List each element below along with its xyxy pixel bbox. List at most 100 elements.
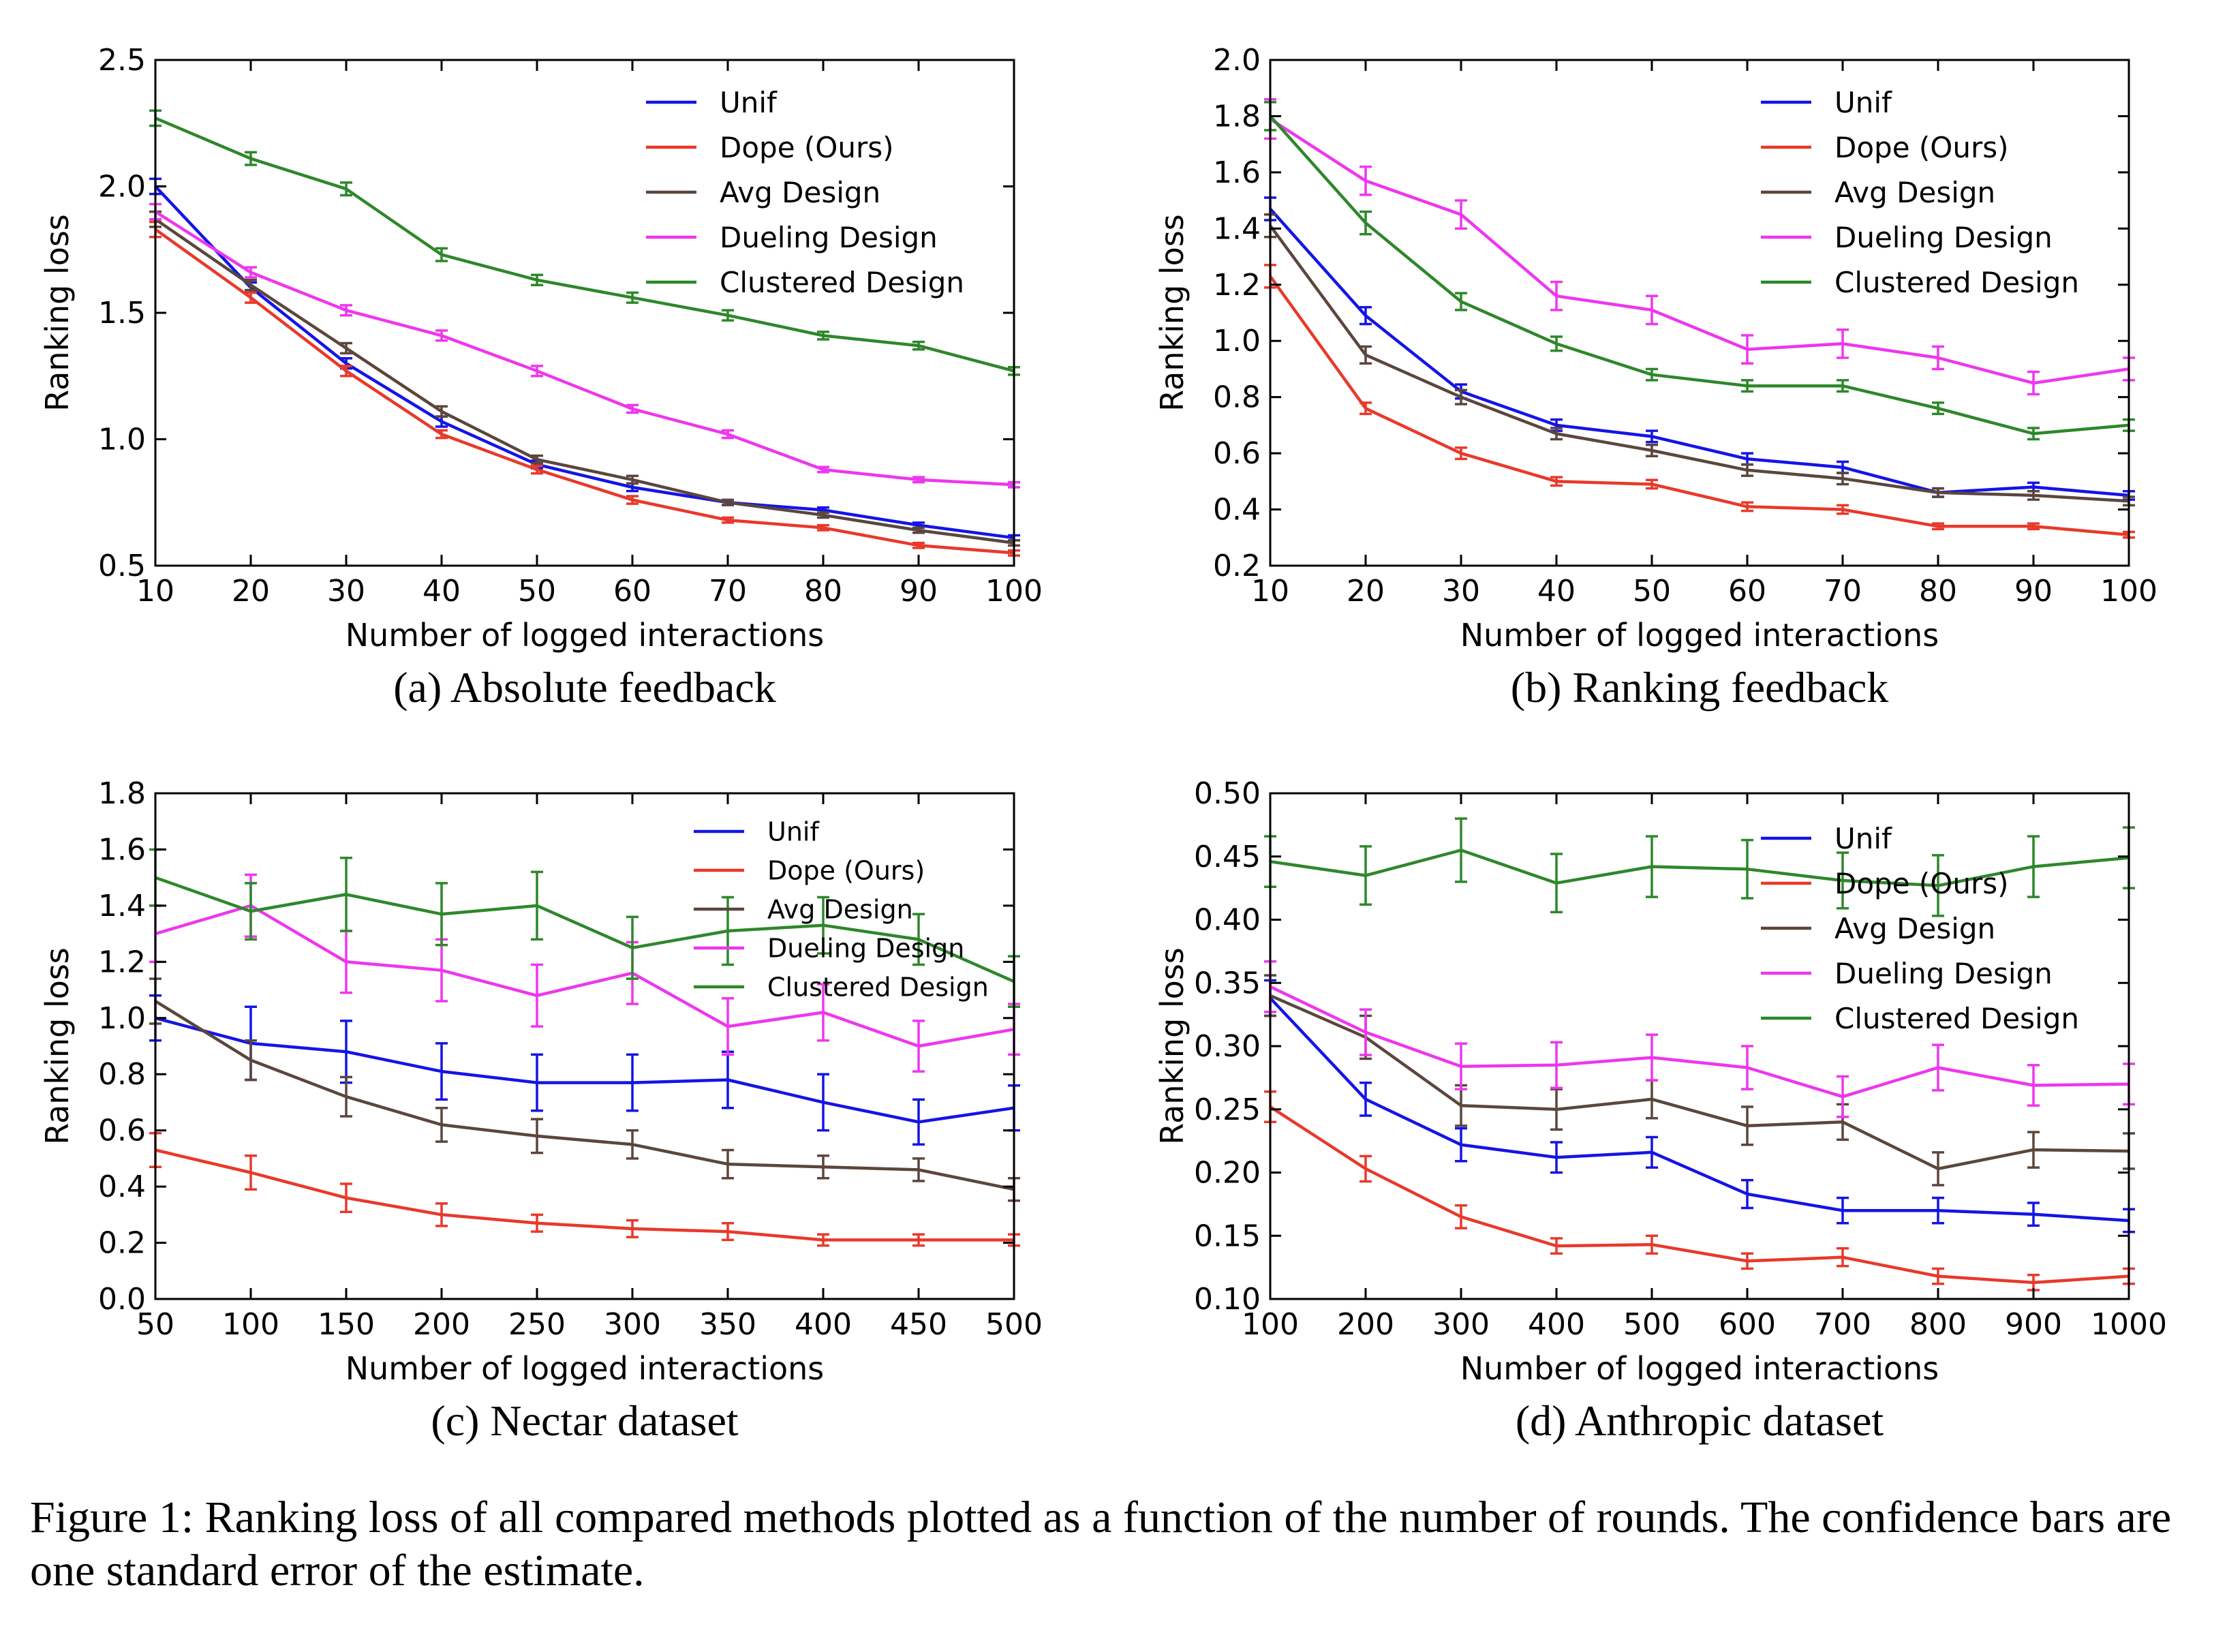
x-tick-label: 100 — [2100, 574, 2157, 609]
y-tick-label: 0.2 — [98, 1226, 146, 1261]
x-tick-label: 900 — [2005, 1307, 2062, 1342]
y-tick-label: 1.0 — [1213, 324, 1261, 358]
x-axis: 100 200 300 400 500 600 700 800 900 1000 — [1242, 793, 2167, 1342]
x-tick-label: 10 — [136, 574, 174, 609]
legend-label: Dueling Design — [1834, 957, 2053, 990]
x-tick-label: 500 — [985, 1307, 1043, 1342]
x-tick-label: 100 — [985, 574, 1043, 609]
y-tick-label: 0.35 — [1194, 966, 1261, 1000]
x-axis-label: Number of logged interactions — [345, 617, 825, 654]
x-tick-label: 500 — [1623, 1307, 1680, 1342]
y-tick-label: 2.0 — [98, 170, 146, 204]
x-tick-label: 30 — [327, 574, 365, 609]
series-line-dope-ours- — [1269, 275, 2130, 536]
x-tick-label: 60 — [1728, 574, 1766, 609]
x-tick-label: 40 — [1537, 574, 1576, 609]
series-line-clustered-design — [1270, 848, 2130, 887]
x-axis-label: Number of logged interactions — [1460, 1350, 1939, 1387]
x-tick-label: 100 — [1242, 1307, 1299, 1342]
legend-label: Clustered Design — [767, 973, 989, 1003]
plot-frame — [1269, 59, 2130, 567]
legend-label: Avg Design — [720, 176, 880, 209]
y-axis-label: Ranking loss — [1154, 214, 1191, 412]
x-tick-label: 400 — [795, 1307, 852, 1342]
x-tick-label: 30 — [1442, 574, 1480, 609]
plot-frame — [154, 792, 1015, 1300]
series-line-dope-ours- — [154, 228, 1015, 555]
y-tick-label: 1.5 — [98, 296, 146, 331]
y-tick-label: 0.5 — [98, 549, 146, 583]
x-tick-label: 800 — [1909, 1307, 1967, 1342]
series-line-unif — [1269, 208, 2130, 498]
x-tick-label: 300 — [604, 1307, 661, 1342]
y-tick-label: 0.4 — [98, 1169, 146, 1204]
y-tick-label: 0.8 — [98, 1057, 146, 1092]
x-axis-label: Number of logged interactions — [345, 1350, 825, 1387]
y-axis: 0.10 0.15 0.20 0.25 0.30 0.35 0.40 0.45 0.50 — [1194, 776, 2129, 1317]
subfigure-caption: (a) Absolute feedback — [393, 663, 776, 712]
chart-panel-c: 0.0 0.2 0.4 0.6 0.8 1.0 1.2 1.4 1.6 1.8 50 100 150 20… — [39, 776, 1043, 1445]
y-tick-label: 0.45 — [1194, 840, 1261, 874]
x-tick-label: 90 — [2014, 574, 2053, 609]
x-tick-label: 50 — [518, 574, 556, 609]
x-tick-label: 20 — [232, 574, 270, 609]
x-tick-label: 350 — [699, 1307, 756, 1342]
legend-label: Clustered Design — [720, 266, 964, 299]
series-line-dueling-design — [154, 210, 1015, 487]
legend-label: Dope (Ours) — [720, 131, 894, 164]
chart-panel-d: 0.10 0.15 0.20 0.25 0.30 0.35 0.40 0.45 0.50 100 2… — [1154, 776, 2167, 1445]
legend-label: Dueling Design — [720, 221, 938, 254]
y-tick-label: 0.10 — [1194, 1282, 1261, 1317]
legend-label: Clustered Design — [1834, 1002, 2079, 1035]
x-tick-label: 80 — [804, 574, 842, 609]
legend-label: Avg Design — [1834, 176, 1995, 209]
legend-label: Unif — [767, 817, 820, 847]
x-tick-label: 70 — [1824, 574, 1862, 609]
legend-label: Avg Design — [1834, 912, 1995, 945]
x-tick-label: 10 — [1251, 574, 1289, 609]
y-tick-label: 2.0 — [1213, 43, 1261, 78]
x-tick-label: 70 — [709, 574, 747, 609]
series-line-unif — [1269, 996, 2130, 1223]
series-line-dueling-design — [1270, 985, 2130, 1099]
y-tick-label: 1.6 — [1213, 155, 1261, 190]
series-line-dueling-design — [155, 904, 1015, 1048]
y-tick-label: 0.50 — [1194, 776, 1261, 811]
subfigure-caption: (c) Nectar dataset — [431, 1396, 738, 1445]
y-tick-label: 0.0 — [98, 1282, 146, 1317]
y-tick-label: 1.2 — [1213, 268, 1261, 303]
x-tick-label: 200 — [413, 1307, 470, 1342]
legend-label: Avg Design — [767, 895, 913, 925]
y-axis-label: Ranking loss — [39, 947, 76, 1145]
legend-label: Dope (Ours) — [1834, 131, 2009, 164]
legend-label: Unif — [720, 86, 778, 119]
chart-panel-a: 0.5 1.0 1.5 2.0 2.5 10 20 30 40 50 60 70 80 90 100 Numb… — [39, 43, 1043, 712]
x-tick-label: 450 — [890, 1307, 947, 1342]
y-tick-label: 1.6 — [98, 832, 146, 867]
x-tick-label: 100 — [222, 1307, 279, 1342]
legend-label: Clustered Design — [1834, 266, 2079, 299]
y-tick-label: 1.0 — [98, 423, 146, 457]
series-group — [149, 109, 1020, 557]
y-tick-label: 0.15 — [1194, 1219, 1261, 1253]
x-tick-label: 50 — [136, 1307, 174, 1342]
series-line-avg-design — [154, 217, 1015, 545]
subfigure-caption: (b) Ranking feedback — [1511, 663, 1888, 712]
y-tick-label: 0.6 — [98, 1114, 146, 1148]
y-tick-label: 0.8 — [1213, 380, 1261, 415]
legend: Unif Dope (Ours) Avg Design Dueling Design C… — [1761, 86, 2079, 299]
x-tick-label: 150 — [318, 1307, 375, 1342]
y-axis: 0.0 0.2 0.4 0.6 0.8 1.0 1.2 1.4 1.6 1.8 — [98, 776, 1014, 1317]
x-tick-label: 80 — [1919, 574, 1957, 609]
legend: Unif Dope (Ours) Avg Design Dueling Design C… — [694, 817, 989, 1003]
y-tick-label: 1.8 — [98, 776, 146, 811]
y-tick-label: 1.4 — [1213, 211, 1261, 246]
legend-label: Dueling Design — [1834, 221, 2053, 254]
y-axis: 0.2 0.4 0.6 0.8 1.0 1.2 1.4 1.6 1.8 2.0 — [1213, 43, 2129, 583]
y-axis: 0.5 1.0 1.5 2.0 2.5 — [98, 43, 1014, 583]
x-axis: 50 100 150 200 250 300 350 400 450 500 — [136, 793, 1043, 1342]
y-tick-label: 2.5 — [98, 43, 146, 78]
series-line-clustered-design — [1269, 114, 2130, 435]
x-tick-label: 60 — [613, 574, 651, 609]
